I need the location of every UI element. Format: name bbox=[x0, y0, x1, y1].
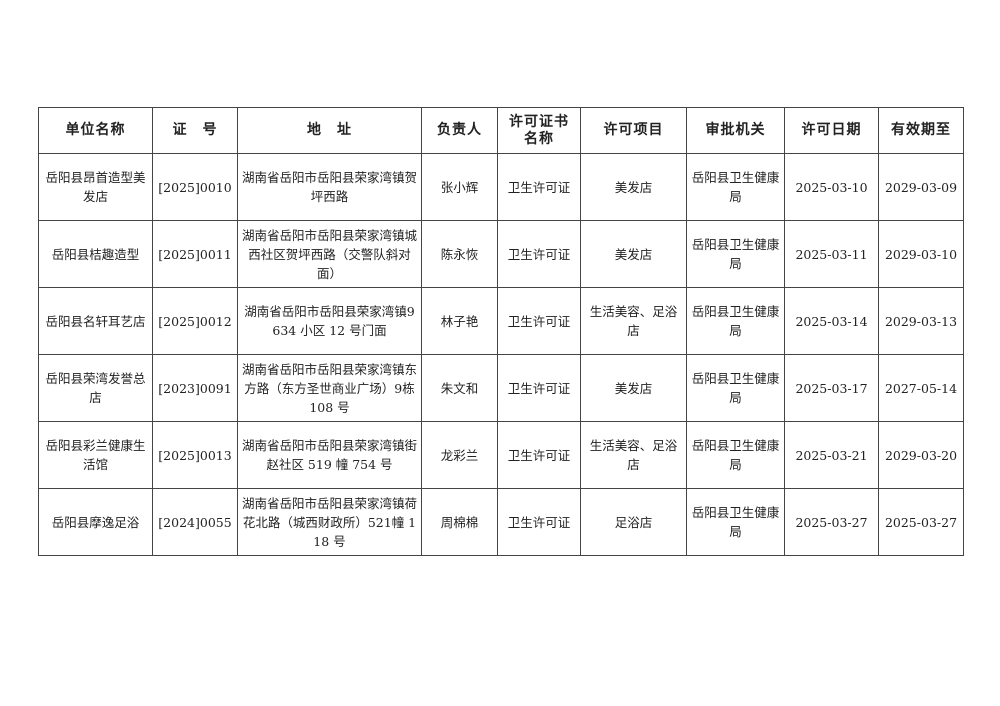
cell-license-number: [2025]0013 bbox=[152, 421, 238, 489]
cell-valid-until: 2029-03-10 bbox=[878, 220, 964, 288]
header-valid-until: 有效期至 bbox=[878, 107, 964, 154]
cell-license-name: 卫生许可证 bbox=[497, 354, 581, 422]
cell-license-date: 2025-03-17 bbox=[784, 354, 879, 422]
cell-unit-name: 岳阳县昂首造型美发店 bbox=[38, 153, 153, 221]
cell-license-number: [2025]0010 bbox=[152, 153, 238, 221]
cell-unit-name: 岳阳县桔趣造型 bbox=[38, 220, 153, 288]
cell-person-in-charge: 林子艳 bbox=[421, 287, 498, 355]
header-license-date: 许可日期 bbox=[784, 107, 879, 154]
cell-license-name: 卫生许可证 bbox=[497, 153, 581, 221]
cell-valid-until: 2025-03-27 bbox=[878, 488, 964, 556]
cell-valid-until: 2029-03-20 bbox=[878, 421, 964, 489]
cell-license-number: [2025]0011 bbox=[152, 220, 238, 288]
cell-license-name: 卫生许可证 bbox=[497, 421, 581, 489]
cell-license-item: 美发店 bbox=[580, 220, 687, 288]
cell-license-name: 卫生许可证 bbox=[497, 287, 581, 355]
table-row: 岳阳县摩逸足浴 [2024]0055 湖南省岳阳市岳阳县荣家湾镇荷花北路（城西财政所… bbox=[38, 488, 964, 556]
cell-person-in-charge: 张小辉 bbox=[421, 153, 498, 221]
cell-license-item: 美发店 bbox=[580, 354, 687, 422]
cell-person-in-charge: 龙彩兰 bbox=[421, 421, 498, 489]
header-license-name: 许可证书名称 bbox=[497, 107, 581, 154]
table-row: 岳阳县昂首造型美发店 [2025]0010 湖南省岳阳市岳阳县荣家湾镇贺坪西路 张小辉… bbox=[38, 153, 964, 221]
cell-license-name: 卫生许可证 bbox=[497, 488, 581, 556]
cell-valid-until: 2027-05-14 bbox=[878, 354, 964, 422]
cell-license-number: [2025]0012 bbox=[152, 287, 238, 355]
header-address: 地 址 bbox=[237, 107, 422, 154]
cell-address: 湖南省岳阳市岳阳县荣家湾镇9634 小区 12 号门面 bbox=[237, 287, 422, 355]
table-row: 岳阳县桔趣造型 [2025]0011 湖南省岳阳市岳阳县荣家湾镇城西社区贺坪西路（交… bbox=[38, 220, 964, 288]
header-person-in-charge: 负责人 bbox=[421, 107, 498, 154]
cell-address: 湖南省岳阳市岳阳县荣家湾镇贺坪西路 bbox=[237, 153, 422, 221]
header-unit-name: 单位名称 bbox=[38, 107, 153, 154]
cell-license-date: 2025-03-10 bbox=[784, 153, 879, 221]
header-approval-authority: 审批机关 bbox=[686, 107, 785, 154]
cell-license-date: 2025-03-14 bbox=[784, 287, 879, 355]
cell-address: 湖南省岳阳市岳阳县荣家湾镇荷花北路（城西财政所）521幢 118 号 bbox=[237, 488, 422, 556]
cell-license-item: 美发店 bbox=[580, 153, 687, 221]
cell-license-date: 2025-03-11 bbox=[784, 220, 879, 288]
table-row: 岳阳县名轩耳艺店 [2025]0012 湖南省岳阳市岳阳县荣家湾镇9634 小区 1… bbox=[38, 287, 964, 355]
cell-person-in-charge: 周棉棉 bbox=[421, 488, 498, 556]
cell-license-date: 2025-03-21 bbox=[784, 421, 879, 489]
cell-license-item: 生活美容、足浴店 bbox=[580, 287, 687, 355]
header-license-number: 证 号 bbox=[152, 107, 238, 154]
cell-license-number: [2023]0091 bbox=[152, 354, 238, 422]
cell-address: 湖南省岳阳市岳阳县荣家湾镇东方路（东方圣世商业广场）9栋 108 号 bbox=[237, 354, 422, 422]
cell-approval-authority: 岳阳县卫生健康局 bbox=[686, 421, 785, 489]
cell-person-in-charge: 陈永恢 bbox=[421, 220, 498, 288]
cell-approval-authority: 岳阳县卫生健康局 bbox=[686, 287, 785, 355]
cell-license-name: 卫生许可证 bbox=[497, 220, 581, 288]
cell-license-number: [2024]0055 bbox=[152, 488, 238, 556]
cell-valid-until: 2029-03-13 bbox=[878, 287, 964, 355]
cell-approval-authority: 岳阳县卫生健康局 bbox=[686, 354, 785, 422]
table-row: 岳阳县彩兰健康生活馆 [2025]0013 湖南省岳阳市岳阳县荣家湾镇街赵社区 51… bbox=[38, 421, 964, 489]
header-row: 单位名称证 号地 址负责人 许可证书名称 许可项目 审批机关 许可日期 有效期至 bbox=[38, 107, 964, 154]
cell-person-in-charge: 朱文和 bbox=[421, 354, 498, 422]
cell-unit-name: 岳阳县名轩耳艺店 bbox=[38, 287, 153, 355]
header-license-item: 许可项目 bbox=[580, 107, 687, 154]
cell-approval-authority: 岳阳县卫生健康局 bbox=[686, 220, 785, 288]
cell-unit-name: 岳阳县荣湾发誉总店 bbox=[38, 354, 153, 422]
cell-license-item: 生活美容、足浴店 bbox=[580, 421, 687, 489]
license-table: 单位名称证 号地 址负责人 许可证书名称 许可项目 审批机关 许可日期 有效期至 岳阳县昂… bbox=[38, 107, 964, 556]
cell-valid-until: 2029-03-09 bbox=[878, 153, 964, 221]
cell-license-item: 足浴店 bbox=[580, 488, 687, 556]
cell-address: 湖南省岳阳市岳阳县荣家湾镇城西社区贺坪西路（交警队斜对面） bbox=[237, 220, 422, 288]
cell-approval-authority: 岳阳县卫生健康局 bbox=[686, 153, 785, 221]
cell-unit-name: 岳阳县彩兰健康生活馆 bbox=[38, 421, 153, 489]
cell-unit-name: 岳阳县摩逸足浴 bbox=[38, 488, 153, 556]
cell-address: 湖南省岳阳市岳阳县荣家湾镇街赵社区 519 幢 754 号 bbox=[237, 421, 422, 489]
cell-license-date: 2025-03-27 bbox=[784, 488, 879, 556]
table-row: 岳阳县荣湾发誉总店 [2023]0091 湖南省岳阳市岳阳县荣家湾镇东方路（东方圣世… bbox=[38, 354, 964, 422]
cell-approval-authority: 岳阳县卫生健康局 bbox=[686, 488, 785, 556]
